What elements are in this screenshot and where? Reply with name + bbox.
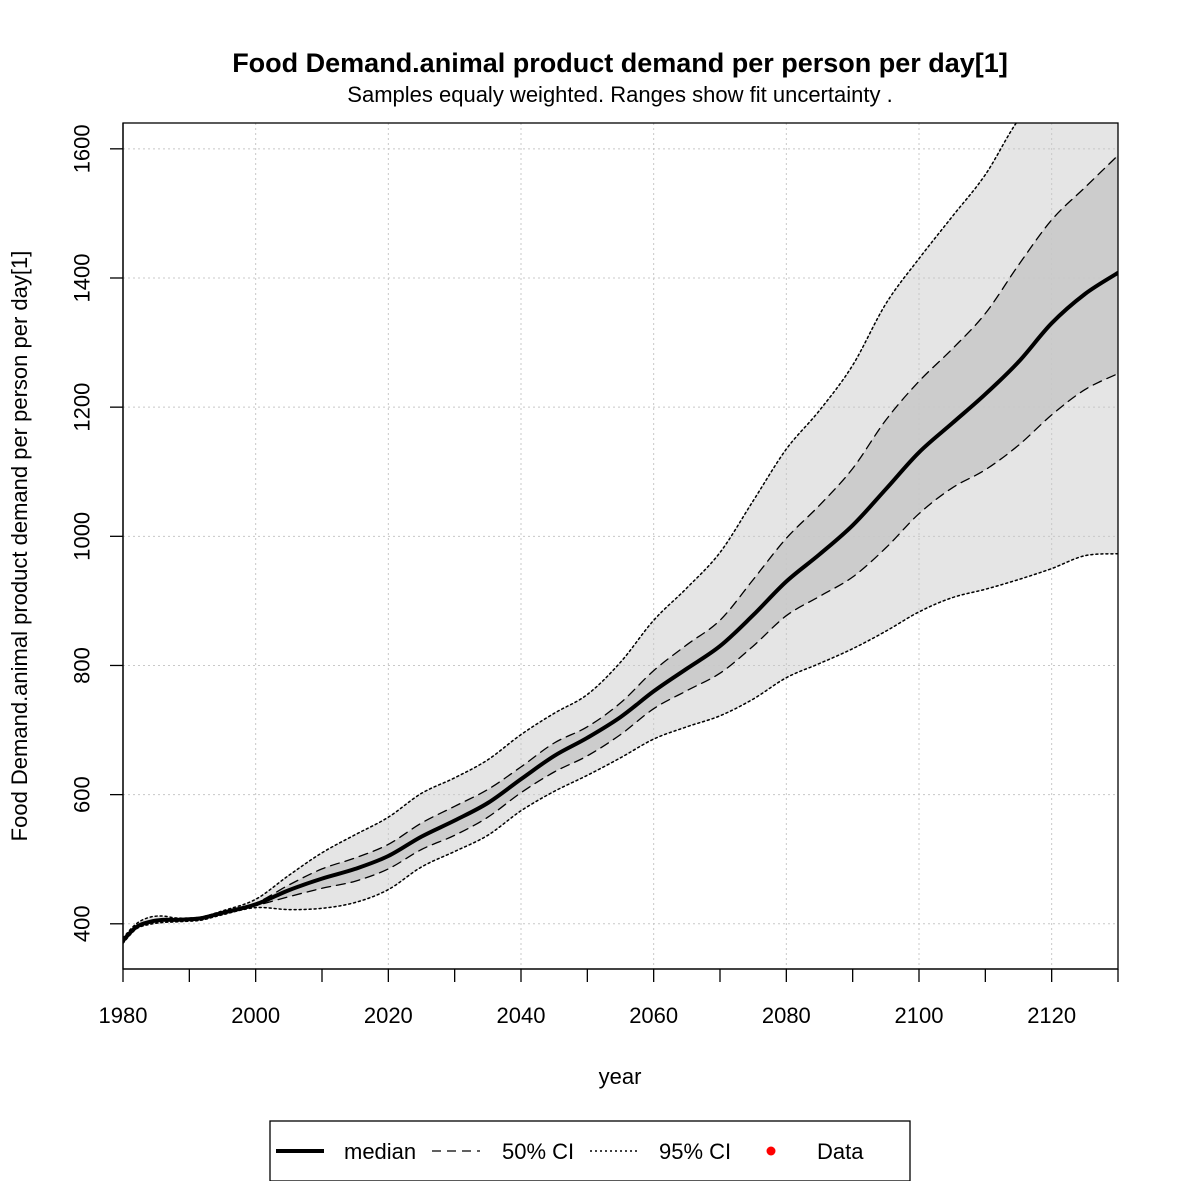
chart-subtitle: Samples equaly weighted. Ranges show fit…: [347, 82, 892, 107]
y-tick-label: 1000: [70, 512, 95, 561]
x-axis: 1980 2000 2020 2040 2060 2080 2100 2120: [99, 968, 1119, 1028]
y-tick-label: 1400: [70, 254, 95, 303]
x-tick-label: 1980: [99, 1003, 148, 1028]
y-tick-label: 1600: [70, 124, 95, 173]
legend-label-95-ci: 95% CI: [659, 1139, 731, 1164]
series-95-ci-lower: [123, 552, 1118, 944]
series-50-ci-lower: [123, 372, 1118, 943]
series-lines: [123, 123, 1118, 944]
legend-label-50-ci: 50% CI: [502, 1139, 574, 1164]
series-50-ci-upper: [123, 154, 1118, 940]
legend: median 50% CI 95% CI Data: [269, 1120, 911, 1181]
chart-title: Food Demand.animal product demand per pe…: [232, 48, 1008, 78]
legend-swatch-data: [766, 1146, 776, 1156]
y-axis-label: Food Demand.animal product demand per pe…: [7, 251, 32, 842]
y-tick-label: 1200: [70, 383, 95, 432]
y-tick-label: 400: [70, 905, 95, 942]
x-tick-label: 2000: [231, 1003, 280, 1028]
x-tick-label: 2040: [497, 1003, 546, 1028]
legend-label-data: Data: [817, 1139, 864, 1164]
y-tick-label: 800: [70, 647, 95, 684]
x-tick-label: 2080: [762, 1003, 811, 1028]
x-tick-label: 2060: [629, 1003, 678, 1028]
legend-label-median: median: [344, 1139, 416, 1164]
grid: [122, 123, 1118, 969]
x-axis-label: year: [599, 1064, 642, 1089]
y-axis: 400 600 800 1000 1200 1400 1600: [70, 123, 124, 969]
y-tick-label: 600: [70, 776, 95, 813]
x-tick-label: 2020: [364, 1003, 413, 1028]
series-95-ci-upper: [123, 123, 1018, 939]
x-tick-label: 2100: [895, 1003, 944, 1028]
x-tick-label: 2120: [1027, 1003, 1076, 1028]
